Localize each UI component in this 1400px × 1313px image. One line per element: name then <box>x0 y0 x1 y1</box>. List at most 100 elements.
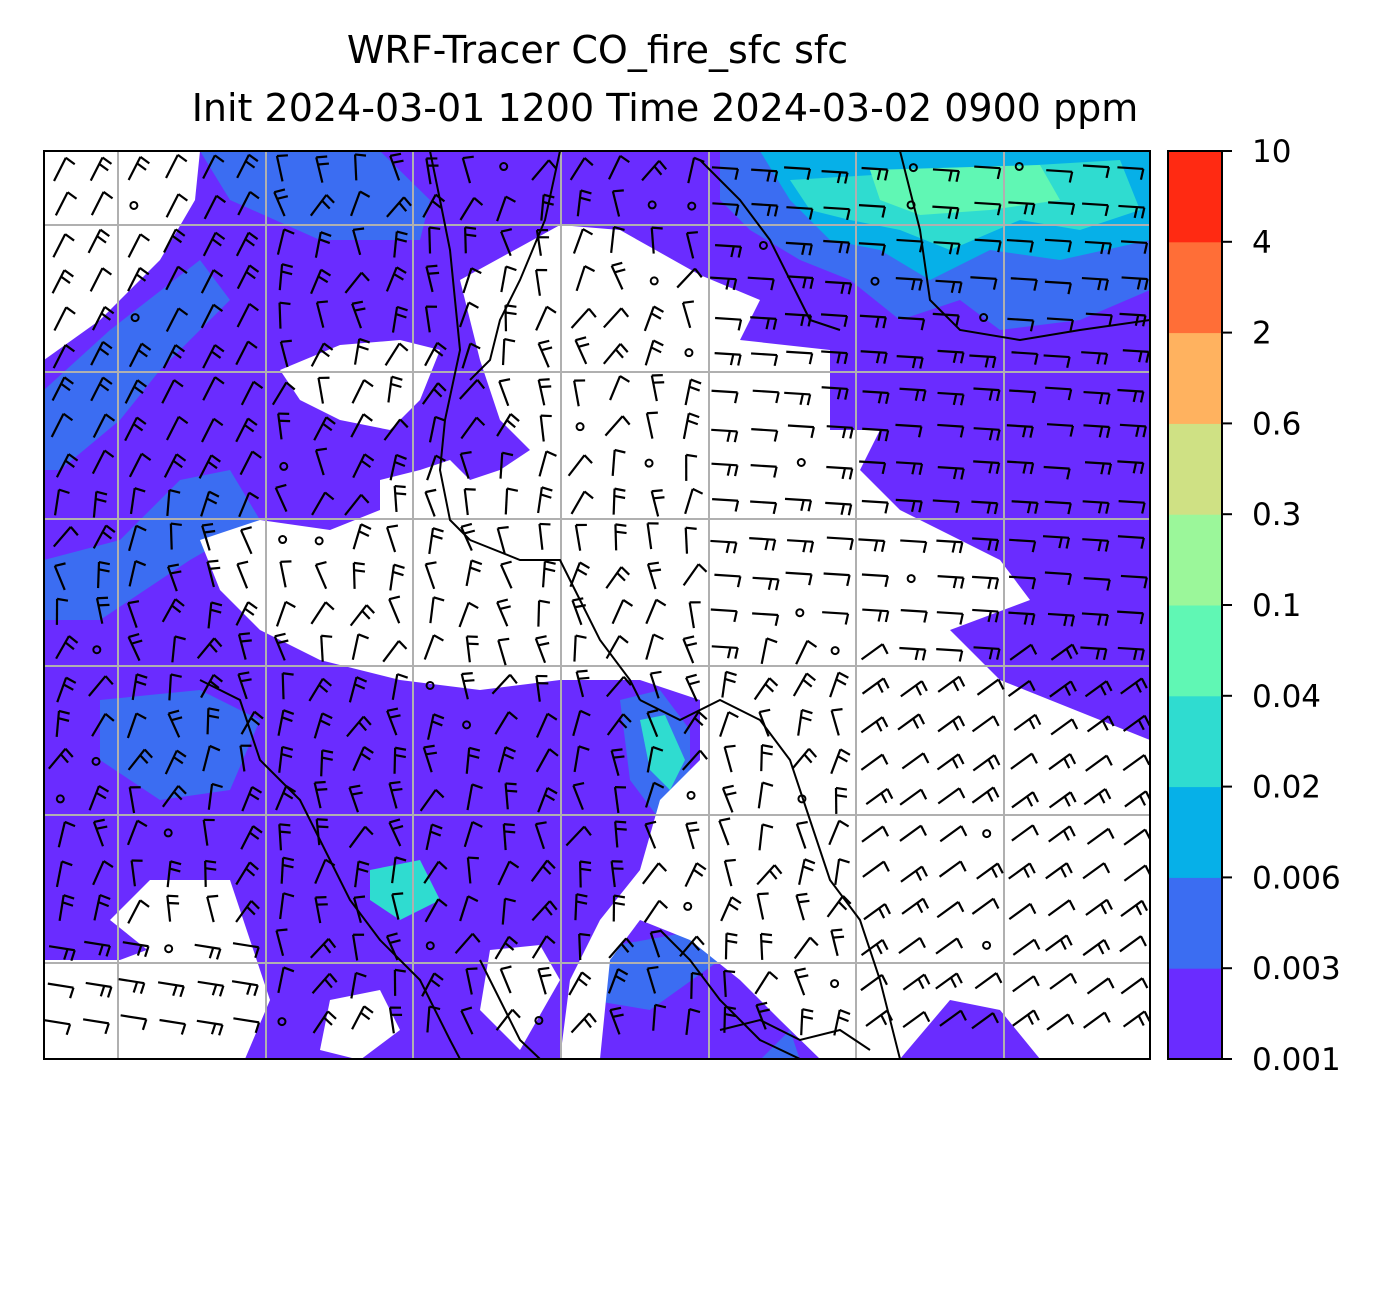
wind-barb <box>569 561 590 588</box>
wind-barb <box>861 825 890 843</box>
wind-barb <box>570 307 597 329</box>
wind-barb <box>459 451 472 479</box>
wind-barb <box>281 672 294 700</box>
wind-barb <box>825 501 853 516</box>
wind-barb <box>499 451 514 479</box>
wind-barb <box>828 819 850 846</box>
wind-barb <box>760 744 773 772</box>
wind-barb <box>87 228 110 254</box>
wind-barb <box>1008 201 1036 215</box>
wind-barb <box>197 980 225 997</box>
wind-barb <box>862 860 890 878</box>
wind-barb <box>685 821 700 850</box>
wind-barb <box>236 153 259 179</box>
wind-barb <box>969 354 997 369</box>
colorbar-segment <box>1168 968 1222 1060</box>
wind-barb <box>937 391 965 406</box>
wind-barb <box>391 305 408 333</box>
colorbar-segment <box>1168 332 1222 424</box>
wind-barb <box>683 711 708 735</box>
wind-barb <box>714 352 742 366</box>
wind-barb <box>502 823 516 851</box>
wind-barb <box>460 672 475 700</box>
wind-barb <box>128 786 141 814</box>
wind-barb <box>860 753 889 771</box>
wind-barb <box>320 634 333 662</box>
wind-barb <box>724 932 738 960</box>
wind-barb <box>860 350 888 364</box>
wind-barb <box>235 340 258 366</box>
wind-barb <box>530 859 556 882</box>
wind-barb <box>55 597 69 625</box>
wind-barb <box>571 597 586 626</box>
wind-barb <box>712 498 740 512</box>
wind-barb <box>685 1008 701 1036</box>
wind-barb <box>315 155 330 183</box>
wind-barb <box>388 780 403 809</box>
wind-barb <box>277 966 295 994</box>
wind-barb <box>714 573 742 588</box>
wind-barb <box>421 972 444 997</box>
wind-barb <box>865 787 894 806</box>
wind-barb <box>826 895 852 918</box>
wind-barb <box>573 634 587 662</box>
wind-barb <box>88 785 110 811</box>
colorbar-segment <box>1168 605 1222 697</box>
wind-barb <box>605 566 630 589</box>
wind-barb <box>896 461 924 475</box>
wind-barb <box>236 302 259 328</box>
wind-barb <box>1008 611 1036 626</box>
wind-barb <box>88 675 114 697</box>
wind-barb <box>201 417 224 443</box>
wind-barb <box>760 637 778 665</box>
wind-barb <box>207 601 223 629</box>
wind-barb <box>937 715 966 733</box>
wind-barb <box>645 633 664 660</box>
wind-barb <box>497 637 510 666</box>
wind-barb <box>791 748 818 770</box>
wind-barb <box>387 375 403 403</box>
wind-barb <box>572 228 594 254</box>
wind-barb <box>126 712 147 739</box>
map-frame <box>43 150 1151 1060</box>
wind-barb <box>1007 679 1036 698</box>
wind-barb <box>900 609 928 623</box>
wind-barb <box>614 820 627 848</box>
wind-barb <box>354 860 370 888</box>
wind-barb <box>428 415 446 443</box>
wind-barb <box>752 612 780 626</box>
wind-barb <box>1044 934 1073 952</box>
wind-barb <box>1009 389 1037 404</box>
wind-barb <box>573 745 590 773</box>
wind-barb <box>862 608 890 623</box>
wind-barb <box>784 312 813 327</box>
wind-barb <box>711 645 739 659</box>
wind-barb <box>715 316 743 331</box>
calm-wind-marker <box>534 1015 544 1025</box>
wind-barb <box>276 228 295 255</box>
wind-barb <box>201 522 216 551</box>
wind-barb <box>237 190 260 216</box>
wind-barb <box>820 313 849 328</box>
wind-barb <box>535 674 549 702</box>
wind-barb <box>1044 238 1073 253</box>
wind-barb <box>644 820 657 849</box>
wind-barb <box>280 856 295 884</box>
wind-barb <box>860 643 889 661</box>
wind-barb <box>496 526 509 554</box>
wind-barb <box>862 390 890 404</box>
wind-barb <box>646 522 659 550</box>
wind-barb <box>751 428 779 442</box>
wind-barb <box>749 537 777 551</box>
wind-barb <box>497 746 516 773</box>
wind-barb <box>784 497 813 512</box>
wind-barb <box>499 560 513 589</box>
wind-barb <box>573 379 586 407</box>
wind-barb <box>681 749 708 771</box>
wind-barb <box>128 452 152 478</box>
wind-barb <box>932 499 960 514</box>
wind-barb <box>898 936 926 955</box>
wind-barb <box>535 748 559 773</box>
coastline-segment <box>719 1018 871 1051</box>
below-threshold-central <box>200 225 1150 1059</box>
